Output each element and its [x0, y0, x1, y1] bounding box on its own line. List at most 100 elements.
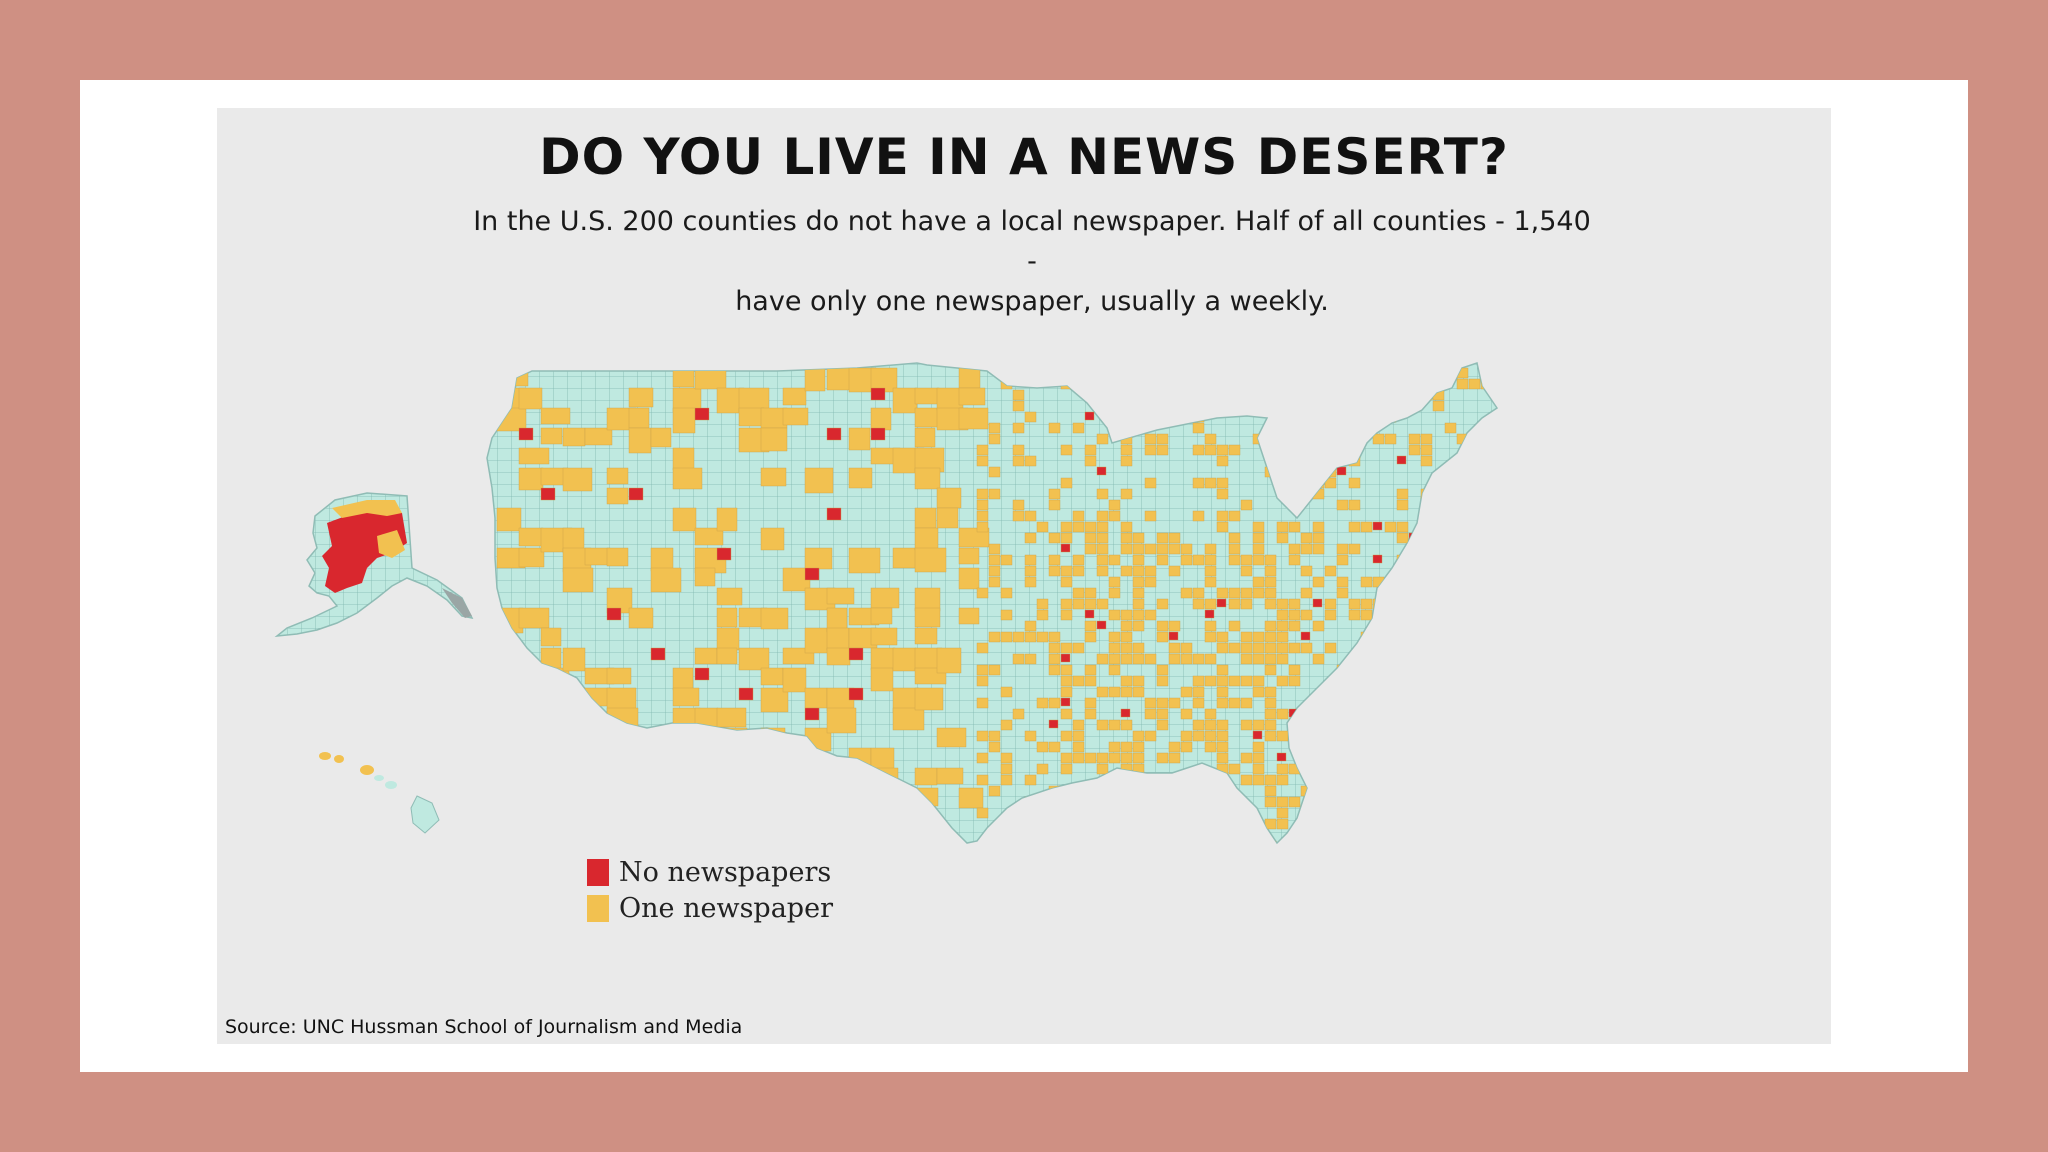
county-one-newspaper	[1396, 686, 1409, 698]
county-one-newspaper	[1240, 697, 1253, 709]
county-one-newspaper	[1288, 378, 1301, 390]
county-one-newspaper	[760, 527, 785, 551]
county-one-newspaper	[1264, 697, 1277, 709]
county-one-newspaper	[976, 521, 989, 533]
county-one-newspaper	[1132, 752, 1145, 764]
county-one-newspaper	[1480, 796, 1493, 808]
county-one-newspaper	[914, 587, 941, 612]
county-one-newspaper	[606, 707, 639, 730]
county-one-newspaper	[1132, 730, 1145, 742]
county-one-newspaper	[1468, 675, 1481, 687]
county-one-newspaper	[1264, 642, 1277, 654]
county-one-newspaper	[672, 407, 696, 434]
county-one-newspaper	[1108, 389, 1121, 401]
county-no-newspaper	[1384, 829, 1395, 839]
county-one-newspaper	[1096, 488, 1109, 500]
county-one-newspaper	[716, 627, 740, 651]
county-one-newspaper	[1060, 708, 1073, 720]
county-one-newspaper	[1096, 598, 1109, 610]
county-no-newspaper	[1060, 543, 1071, 553]
county-one-newspaper	[1336, 543, 1349, 555]
county-one-newspaper	[1072, 752, 1085, 764]
county-one-newspaper	[1216, 763, 1229, 775]
county-one-newspaper	[1300, 642, 1313, 654]
county-one-newspaper	[496, 747, 519, 767]
county-one-newspaper	[1432, 367, 1445, 379]
county-one-newspaper	[1228, 598, 1241, 610]
county-one-newspaper	[826, 587, 855, 605]
county-one-newspaper	[1180, 642, 1193, 654]
county-one-newspaper	[1156, 433, 1169, 445]
county-one-newspaper	[1000, 829, 1013, 841]
county-one-newspaper	[826, 767, 850, 785]
county-one-newspaper	[1312, 477, 1325, 489]
county-no-newspaper	[1360, 741, 1371, 751]
county-one-newspaper	[988, 664, 1001, 676]
county-one-newspaper	[1180, 774, 1193, 786]
white-frame: DO YOU LIVE IN A NEWS DESERT? In the U.S…	[80, 80, 1968, 1072]
county-one-newspaper	[1060, 829, 1073, 841]
county-one-newspaper	[1312, 829, 1325, 841]
county-one-newspaper	[1288, 521, 1301, 533]
county-no-newspaper	[848, 647, 864, 661]
county-one-newspaper	[1096, 389, 1109, 401]
county-one-newspaper	[1252, 587, 1265, 599]
county-one-newspaper	[1060, 675, 1073, 687]
county-one-newspaper	[1264, 587, 1277, 599]
county-one-newspaper	[1384, 752, 1397, 764]
county-one-newspaper	[1120, 609, 1133, 621]
county-one-newspaper	[1216, 455, 1229, 467]
county-one-newspaper	[1252, 400, 1265, 412]
county-one-newspaper	[1036, 697, 1049, 709]
county-one-newspaper	[1228, 587, 1241, 599]
county-one-newspaper	[1348, 598, 1361, 610]
county-no-newspaper	[1372, 521, 1383, 531]
county-one-newspaper	[1204, 741, 1217, 753]
county-one-newspaper	[1276, 763, 1289, 775]
county-one-newspaper	[1420, 719, 1433, 731]
county-one-newspaper	[1156, 752, 1169, 764]
county-one-newspaper	[1252, 741, 1265, 753]
county-one-newspaper	[606, 547, 629, 567]
county-one-newspaper	[1120, 521, 1133, 533]
county-one-newspaper	[1480, 741, 1493, 753]
county-one-newspaper	[976, 510, 989, 522]
county-one-newspaper	[1192, 675, 1205, 687]
county-one-newspaper	[1360, 609, 1373, 621]
legend-swatch-yellow	[587, 894, 609, 922]
county-one-newspaper	[1456, 576, 1469, 588]
county-one-newspaper	[1216, 664, 1229, 676]
county-one-newspaper	[1024, 730, 1037, 742]
county-one-newspaper	[1324, 642, 1337, 654]
county-one-newspaper	[1132, 642, 1145, 654]
county-one-newspaper	[1132, 774, 1145, 786]
county-one-newspaper	[1216, 477, 1229, 489]
county-one-newspaper	[1012, 422, 1025, 434]
county-one-newspaper	[1180, 653, 1193, 665]
county-one-newspaper	[1108, 796, 1121, 808]
county-no-newspaper	[804, 707, 820, 721]
county-one-newspaper	[716, 587, 743, 606]
county-one-newspaper	[1012, 400, 1025, 412]
county-one-newspaper	[1252, 653, 1265, 665]
county-one-newspaper	[1228, 796, 1241, 808]
county-one-newspaper	[914, 627, 938, 645]
county-one-newspaper	[1312, 422, 1325, 434]
county-one-newspaper	[1216, 785, 1229, 797]
county-one-newspaper	[672, 747, 704, 765]
county-one-newspaper	[760, 427, 788, 452]
county-one-newspaper	[1468, 620, 1481, 632]
county-one-newspaper	[1444, 422, 1457, 434]
county-one-newspaper	[738, 747, 762, 766]
county-one-newspaper	[716, 607, 738, 628]
county-no-newspaper	[1096, 620, 1107, 630]
county-one-newspaper	[826, 367, 853, 391]
county-one-newspaper	[1372, 763, 1385, 775]
county-one-newspaper	[1108, 719, 1121, 731]
county-one-newspaper	[1288, 609, 1301, 621]
county-one-newspaper	[1144, 609, 1157, 621]
county-one-newspaper	[1072, 521, 1085, 533]
county-one-newspaper	[1108, 752, 1121, 764]
county-one-newspaper	[1252, 675, 1265, 687]
county-one-newspaper	[1312, 378, 1325, 390]
